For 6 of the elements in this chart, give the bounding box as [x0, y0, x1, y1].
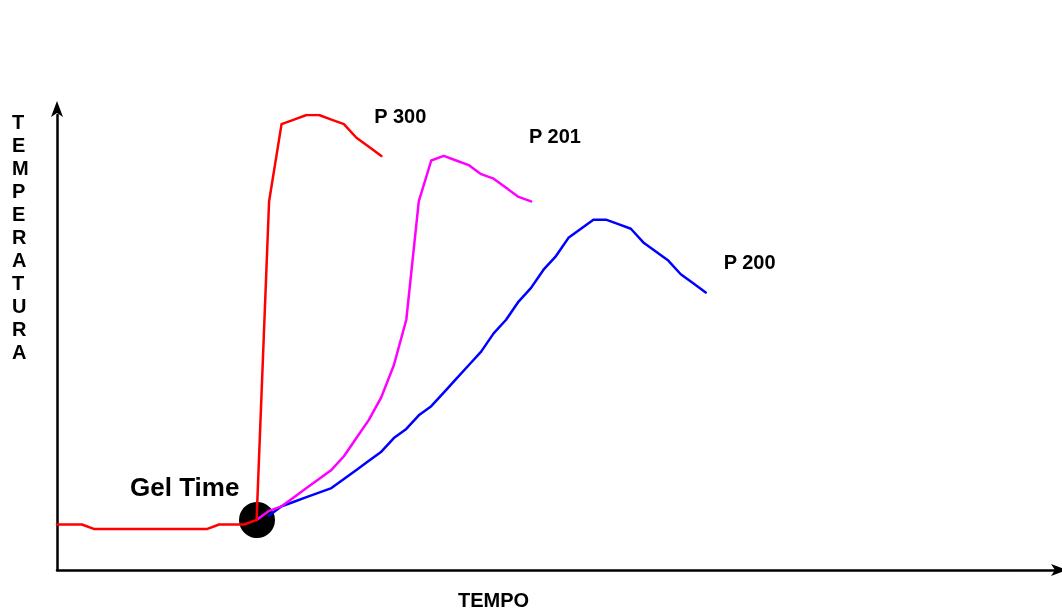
series-label: P 200	[723, 251, 776, 274]
text: TEMPERATURA	[12, 110, 29, 363]
series-label: P 300	[374, 104, 427, 127]
annotation: Gel Time	[130, 472, 240, 502]
x-axis-title: TEMPO	[458, 589, 530, 611]
text: P 201	[529, 125, 581, 148]
